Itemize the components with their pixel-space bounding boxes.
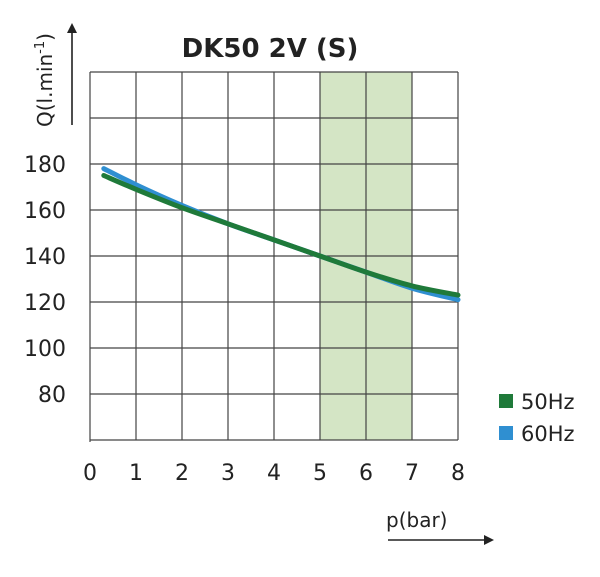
y-tick-label-100: 100 bbox=[24, 337, 66, 362]
y-axis-label-main: Q(l.min bbox=[33, 54, 57, 127]
series-layer bbox=[101, 166, 461, 303]
x-tick-labels: 0 1 2 3 4 5 6 7 8 bbox=[83, 461, 465, 486]
x-tick-label-2: 2 bbox=[175, 461, 189, 486]
x-tick-label-7: 7 bbox=[405, 461, 419, 486]
legend-swatch-60hz bbox=[499, 426, 513, 440]
y-axis-label-superscript: -1 bbox=[33, 41, 48, 54]
x-tick-label-4: 4 bbox=[267, 461, 281, 486]
x-tick-label-5: 5 bbox=[313, 461, 327, 486]
y-axis-label: Q(l.min-1) bbox=[33, 33, 57, 127]
chart-title: DK50 2V (S) bbox=[182, 34, 359, 64]
x-tick-label-0: 0 bbox=[83, 461, 97, 486]
x-axis-label: p(bar) bbox=[386, 508, 447, 532]
legend-swatch-50hz bbox=[499, 394, 513, 408]
y-tick-label-120: 120 bbox=[24, 291, 66, 316]
grid bbox=[89, 71, 459, 442]
legend-label-50hz: 50Hz bbox=[521, 390, 575, 414]
x-tick-label-1: 1 bbox=[129, 461, 143, 486]
y-tick-labels: 80 100 120 140 160 180 bbox=[24, 153, 66, 408]
legend-label-60hz: 60Hz bbox=[521, 422, 575, 446]
y-tick-label-160: 160 bbox=[24, 199, 66, 224]
x-tick-label-8: 8 bbox=[451, 461, 465, 486]
series-line-50hz bbox=[101, 173, 461, 298]
legend: 50Hz 60Hz bbox=[499, 390, 575, 446]
x-tick-label-3: 3 bbox=[221, 461, 235, 486]
y-tick-label-140: 140 bbox=[24, 245, 66, 270]
x-tick-label-6: 6 bbox=[359, 461, 373, 486]
y-tick-label-80: 80 bbox=[38, 383, 66, 408]
y-tick-label-180: 180 bbox=[24, 153, 66, 178]
y-axis-label-close: ) bbox=[33, 33, 57, 41]
